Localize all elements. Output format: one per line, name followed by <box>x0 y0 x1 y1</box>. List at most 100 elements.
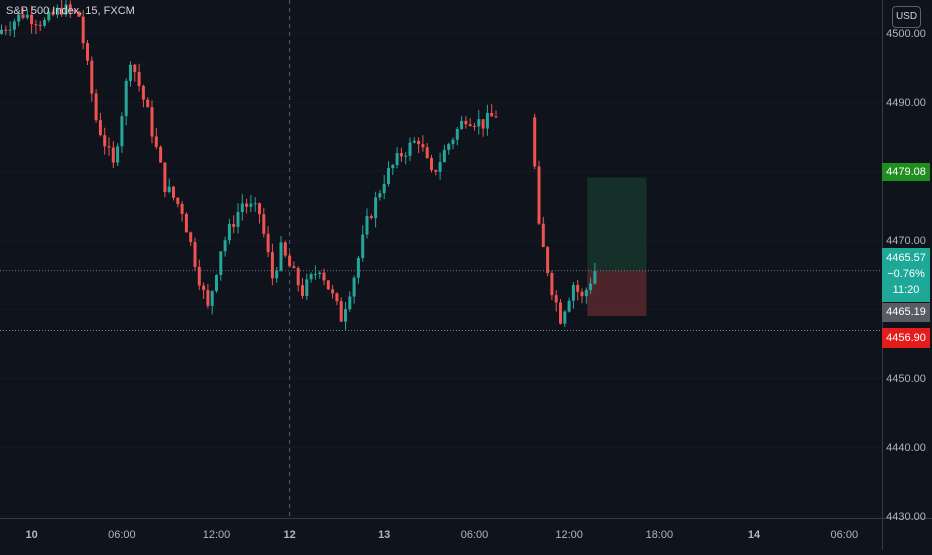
candle-body <box>541 223 545 248</box>
price-tick-label: 4430.00 <box>886 511 926 523</box>
candle-body <box>395 153 399 166</box>
candle-body <box>369 216 373 219</box>
candle-body <box>374 197 378 219</box>
candle-body <box>537 166 541 224</box>
candle-body <box>473 125 476 127</box>
candle-body <box>468 124 472 126</box>
candle-body <box>150 107 154 137</box>
candle-body <box>34 24 38 26</box>
candle-body <box>571 284 575 301</box>
candle-body <box>55 7 59 15</box>
candle-body <box>485 112 489 129</box>
candle-body <box>417 140 421 145</box>
candle-body <box>296 268 300 286</box>
candle-body <box>546 247 550 274</box>
candle-body <box>494 116 498 118</box>
candle-body <box>120 116 124 147</box>
candle-body <box>382 183 386 194</box>
candle-body <box>47 11 51 21</box>
price-change-percent: −0.76% <box>887 268 925 280</box>
candle-body <box>283 242 287 256</box>
candle-body <box>206 290 210 306</box>
time-tick-label: 13 <box>378 529 390 541</box>
candle-body <box>167 186 171 192</box>
candle-body <box>249 203 253 207</box>
candle-body <box>580 291 584 297</box>
candle-body <box>210 291 214 306</box>
candle-body <box>90 60 94 94</box>
candle-body <box>563 311 567 324</box>
candle-body <box>430 158 433 171</box>
candle-body <box>305 279 309 296</box>
candle-body <box>21 14 25 18</box>
candle-body <box>184 213 188 233</box>
candle-body <box>77 11 81 17</box>
candle-body <box>51 11 55 15</box>
price-tick-label: 4450.00 <box>886 373 926 385</box>
time-tick-label: 06:00 <box>461 529 489 541</box>
last-price-tag: 4465.57 −0.76% 11:20 <box>882 248 930 302</box>
candle-body <box>129 64 132 81</box>
candle-body <box>236 212 240 227</box>
previous-close-tag: 4465.19 <box>882 303 930 322</box>
candle-body <box>245 203 249 207</box>
candle-body <box>103 135 107 147</box>
currency-button[interactable]: USD <box>892 6 921 28</box>
candle-body <box>227 224 231 241</box>
candle-body <box>107 146 111 148</box>
price-tick-label: 4490.00 <box>886 97 926 109</box>
candle-body <box>219 251 223 276</box>
candle-body <box>172 186 175 198</box>
candle-body <box>279 242 283 271</box>
candle-body <box>326 280 330 290</box>
candle-body <box>335 293 339 302</box>
candle-body <box>240 203 244 213</box>
candle-body <box>331 289 335 294</box>
candle-body <box>232 224 236 227</box>
candle-body <box>86 43 89 61</box>
candle-body <box>434 170 438 172</box>
candle-body <box>365 216 369 235</box>
candle-body <box>176 197 180 204</box>
candle-body <box>378 193 382 198</box>
time-tick-label: 06:00 <box>108 529 136 541</box>
price-tick-label: 4440.00 <box>886 442 926 454</box>
candle-body <box>593 271 597 284</box>
candle-body <box>189 232 193 243</box>
candle-body <box>584 289 588 297</box>
candle-body <box>421 144 425 148</box>
time-tick-label: 14 <box>748 529 761 541</box>
candle-body <box>154 136 158 147</box>
candle-body <box>8 29 12 31</box>
candle-body <box>116 146 120 163</box>
candle-body <box>301 285 304 296</box>
candle-body <box>275 270 279 279</box>
time-tick-label: 12 <box>283 529 295 541</box>
candle-body <box>159 146 163 163</box>
candle-body <box>313 274 317 276</box>
candle-body <box>438 162 442 172</box>
candle-body <box>68 4 72 11</box>
stop-loss-zone <box>587 270 647 317</box>
candle-body <box>455 129 459 140</box>
candle-body <box>81 16 85 44</box>
candle-body <box>12 21 16 30</box>
price-tick-label: 4470.00 <box>886 235 926 247</box>
candle-body <box>309 274 313 280</box>
candle-body <box>25 14 29 18</box>
candle-body <box>215 275 218 292</box>
candle-body <box>451 139 455 145</box>
candle-body <box>344 309 347 322</box>
bar-countdown: 11:20 <box>892 284 920 296</box>
candle-body <box>43 20 46 26</box>
symbol-title[interactable]: S&P 500 Index, 15, FXCM <box>6 5 135 17</box>
candle-body <box>408 142 412 156</box>
candle-body <box>356 257 360 278</box>
last-price-value: 4465.57 <box>886 252 926 264</box>
candle-body <box>352 277 356 297</box>
time-tick-label: 12:00 <box>555 529 583 541</box>
candle-body <box>318 272 322 275</box>
price-tick-label: 4500.00 <box>886 28 926 40</box>
